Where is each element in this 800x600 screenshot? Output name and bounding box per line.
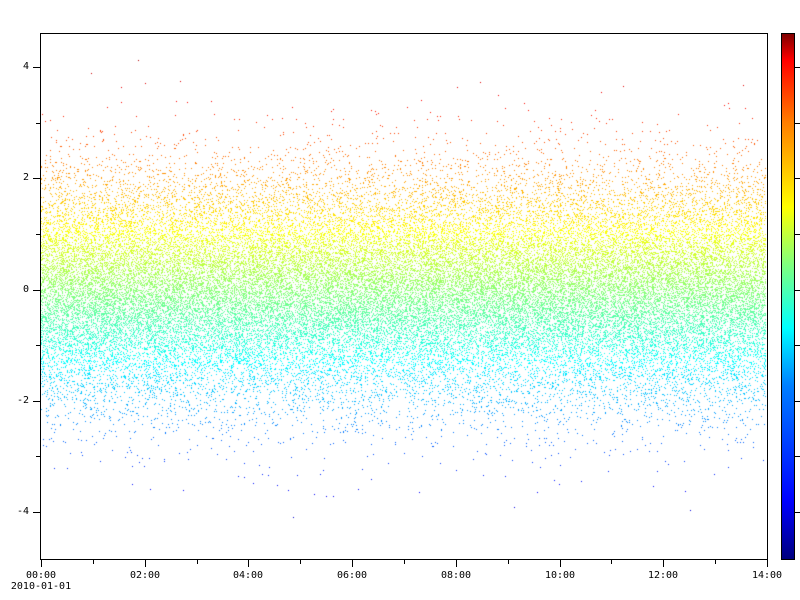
x-axis-minor-tick bbox=[611, 560, 612, 564]
x-axis-tick-label: 12:00 bbox=[647, 570, 679, 581]
y-axis-minor-tick bbox=[36, 345, 40, 346]
y-axis-minor-tick bbox=[36, 234, 40, 235]
y-axis-tick bbox=[33, 178, 40, 179]
colorbar-tick bbox=[795, 234, 800, 235]
y-axis-minor-tick bbox=[36, 123, 40, 124]
colorbar-tick bbox=[795, 401, 800, 402]
x-axis-tick bbox=[560, 560, 561, 567]
x-axis-tick-label: 14:00 bbox=[751, 570, 783, 581]
x-axis-tick bbox=[145, 560, 146, 567]
x-axis-minor-tick bbox=[300, 560, 301, 564]
x-axis-tick-label: 10:00 bbox=[544, 570, 576, 581]
colorbar-tick bbox=[795, 456, 800, 457]
x-axis-tick-label: 02:00 bbox=[129, 570, 161, 581]
y-axis-tick bbox=[33, 512, 40, 513]
x-axis-minor-tick bbox=[404, 560, 405, 564]
x-axis-minor-tick bbox=[715, 560, 716, 564]
x-axis-tick-label: 08:00 bbox=[440, 570, 472, 581]
colorbar-tick bbox=[795, 345, 800, 346]
x-axis-tick-label: 04:00 bbox=[232, 570, 264, 581]
colorbar-tick bbox=[795, 123, 800, 124]
y-axis-tick-label: 4 bbox=[22, 61, 29, 72]
y-axis-tick bbox=[33, 401, 40, 402]
x-axis-tick bbox=[456, 560, 457, 567]
x-axis-tick-label: 00:00 bbox=[25, 570, 57, 581]
x-axis-tick bbox=[663, 560, 664, 567]
colorbar-tick bbox=[795, 290, 800, 291]
x-axis-minor-tick bbox=[508, 560, 509, 564]
colorbar bbox=[781, 33, 795, 560]
y-axis-minor-tick bbox=[36, 456, 40, 457]
x-axis-tick bbox=[352, 560, 353, 567]
y-axis-tick-label: 2 bbox=[22, 172, 29, 183]
y-axis-tick-label: -4 bbox=[16, 506, 29, 517]
y-axis-tick bbox=[33, 290, 40, 291]
y-axis-tick-label: 0 bbox=[22, 284, 29, 295]
colorbar-tick bbox=[795, 67, 800, 68]
x-axis-minor-tick bbox=[93, 560, 94, 564]
colorbar-tick bbox=[795, 512, 800, 513]
y-axis-tick bbox=[33, 67, 40, 68]
x-axis-tick-label: 06:00 bbox=[336, 570, 368, 581]
colorbar-tick bbox=[795, 178, 800, 179]
x-axis-tick bbox=[41, 560, 42, 567]
x-axis-tick bbox=[767, 560, 768, 567]
plot-axes-frame bbox=[40, 33, 768, 560]
x-axis-minor-tick bbox=[197, 560, 198, 564]
y-axis-tick-label: -2 bbox=[16, 395, 29, 406]
x-axis-date-label: 2010-01-01 bbox=[10, 581, 72, 592]
x-axis-tick bbox=[248, 560, 249, 567]
scatter-points-layer bbox=[41, 34, 767, 559]
